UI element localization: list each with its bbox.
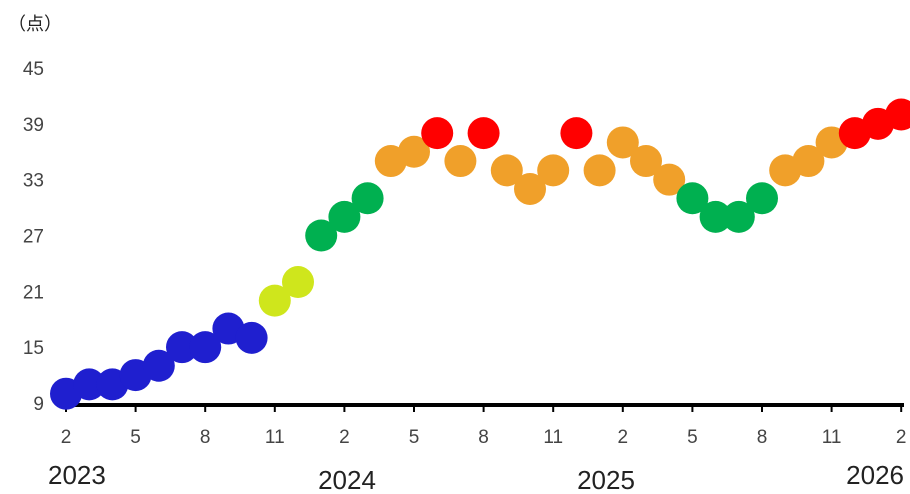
x-tick-label: 2 xyxy=(61,427,72,448)
y-tick-label: 39 xyxy=(23,115,44,136)
year-label: 2023 xyxy=(48,460,106,490)
year-label: 2024 xyxy=(318,465,376,494)
x-tick-label: 11 xyxy=(543,427,563,448)
x-tick-label: 5 xyxy=(409,427,420,448)
data-point xyxy=(653,163,686,196)
data-point xyxy=(444,145,477,178)
y-tick-label: 15 xyxy=(23,338,44,359)
data-point xyxy=(305,219,338,252)
x-tick-label: 11 xyxy=(265,427,285,448)
data-point xyxy=(792,145,825,178)
y-tick-label: 21 xyxy=(23,282,44,303)
data-point xyxy=(142,349,175,382)
data-point xyxy=(699,200,732,233)
x-tick-label: 8 xyxy=(757,427,768,448)
data-point xyxy=(235,321,268,354)
data-point xyxy=(630,145,662,178)
data-point xyxy=(746,182,778,215)
data-points xyxy=(50,98,910,410)
data-point xyxy=(328,200,361,233)
unit-label: （点） xyxy=(8,14,62,35)
data-point xyxy=(560,117,593,150)
data-point xyxy=(351,182,384,215)
y-tick-label: 33 xyxy=(23,171,44,192)
y-tick-label: 27 xyxy=(23,227,44,248)
y-tick-label: 9 xyxy=(33,394,44,415)
year-labels: 2023 2024 2025 2026 xyxy=(48,460,904,494)
x-tick-label: 5 xyxy=(687,427,698,448)
x-tick-label: 5 xyxy=(130,427,141,448)
year-label: 2025 xyxy=(577,465,635,494)
data-point xyxy=(421,117,454,150)
data-point xyxy=(885,98,910,131)
data-point xyxy=(189,331,222,364)
x-tick-label: 8 xyxy=(478,427,489,448)
data-point xyxy=(282,266,314,299)
x-tick-label: 2 xyxy=(896,427,907,448)
data-point xyxy=(583,154,616,187)
data-point xyxy=(467,117,500,150)
x-tick-label: 2 xyxy=(339,427,350,448)
data-point xyxy=(166,331,198,364)
data-point xyxy=(73,368,106,401)
data-point xyxy=(722,200,755,233)
data-point xyxy=(398,135,430,168)
data-point xyxy=(676,182,709,215)
y-tick-label: 45 xyxy=(23,59,44,80)
y-axis-ticks: 9 15 21 27 33 39 45 xyxy=(23,59,44,415)
data-point xyxy=(514,172,546,205)
x-axis-tick-marks xyxy=(65,405,903,412)
x-tick-label: 8 xyxy=(200,427,211,448)
year-label: 2026 xyxy=(846,460,904,490)
x-axis-tick-labels: 2 5 8 11 2 5 8 11 2 5 8 11 2 xyxy=(61,427,907,448)
data-point xyxy=(606,126,639,159)
data-point xyxy=(537,154,570,187)
x-tick-label: 2 xyxy=(618,427,629,448)
data-point xyxy=(258,284,291,317)
data-point xyxy=(490,154,523,187)
x-tick-label: 11 xyxy=(822,427,842,448)
